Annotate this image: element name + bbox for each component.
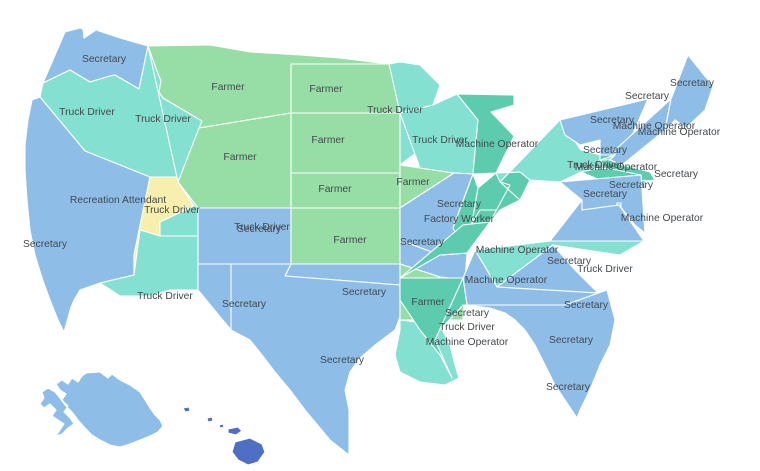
svg-text:Secretary: Secretary <box>609 180 654 191</box>
svg-text:Farmer: Farmer <box>396 177 430 188</box>
svg-text:Farmer: Farmer <box>411 297 445 308</box>
svg-text:Machine Operator: Machine Operator <box>426 337 509 348</box>
svg-text:Secretary: Secretary <box>342 287 387 298</box>
svg-text:Farmer: Farmer <box>309 84 343 95</box>
svg-text:Machine Operator: Machine Operator <box>476 245 559 256</box>
svg-text:Farmer: Farmer <box>223 152 257 163</box>
svg-text:Truck Driver: Truck Driver <box>144 205 200 216</box>
svg-text:Secretary: Secretary <box>547 256 592 267</box>
svg-text:Truck Driver: Truck Driver <box>567 160 623 171</box>
svg-text:Machine Operator: Machine Operator <box>465 275 548 286</box>
svg-text:Truck Driver: Truck Driver <box>137 291 193 302</box>
svg-text:Secretary: Secretary <box>320 355 365 366</box>
svg-text:Factory Worker: Factory Worker <box>424 214 495 225</box>
svg-text:Farmer: Farmer <box>318 184 352 195</box>
svg-text:Secretary: Secretary <box>549 335 594 346</box>
svg-text:Secretary: Secretary <box>654 169 699 180</box>
svg-text:Secretary: Secretary <box>82 54 127 65</box>
svg-text:Secretary: Secretary <box>583 145 628 156</box>
svg-text:Truck Driver: Truck Driver <box>367 105 423 116</box>
svg-text:Machine Operator: Machine Operator <box>456 139 539 150</box>
svg-text:Truck Driver: Truck Driver <box>439 322 495 333</box>
svg-text:Secretary: Secretary <box>23 239 68 250</box>
svg-text:Secretary: Secretary <box>437 199 482 210</box>
svg-text:Truck Driver: Truck Driver <box>59 107 115 118</box>
svg-text:Secretary: Secretary <box>670 78 715 89</box>
svg-text:Machine Operator: Machine Operator <box>621 213 704 224</box>
svg-text:Secretary: Secretary <box>546 382 591 393</box>
svg-text:Machine Operator: Machine Operator <box>638 127 721 138</box>
svg-text:Truck Driver: Truck Driver <box>234 222 290 233</box>
svg-text:Truck Driver: Truck Driver <box>135 114 191 125</box>
svg-text:Secretary: Secretary <box>564 300 609 311</box>
svg-text:Secretary: Secretary <box>400 237 445 248</box>
svg-text:Secretary: Secretary <box>222 299 267 310</box>
svg-text:Farmer: Farmer <box>333 235 367 246</box>
svg-text:Secretary: Secretary <box>625 91 670 102</box>
svg-text:Farmer: Farmer <box>211 82 245 93</box>
svg-text:Secretary: Secretary <box>445 308 490 319</box>
svg-text:Farmer: Farmer <box>311 135 345 146</box>
